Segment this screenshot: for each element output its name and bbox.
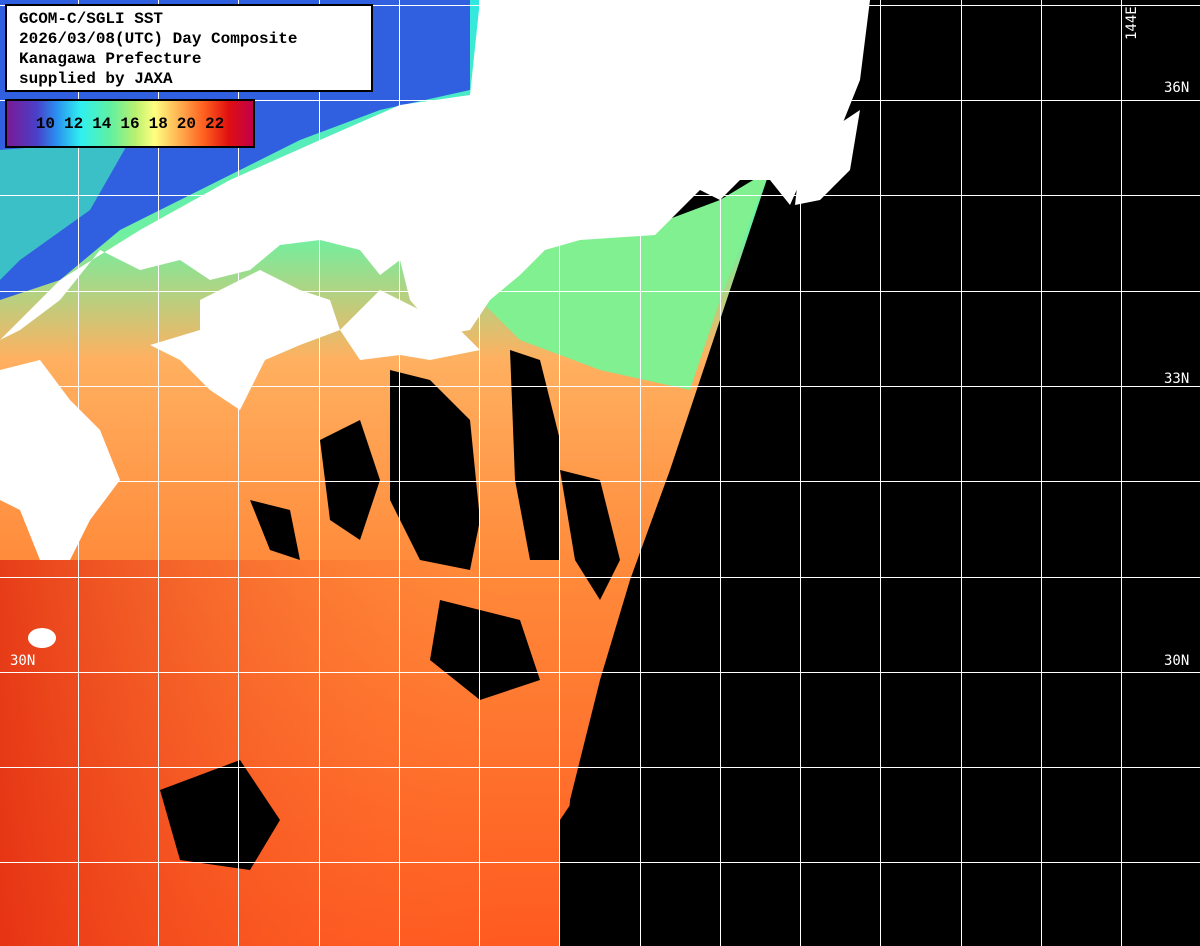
title-box: GCOM-C/SGLI SST 2026/03/08(UTC) Day Comp… <box>5 4 373 92</box>
legend-tick: 18 <box>148 114 168 133</box>
lat-label-33n: 33N <box>1164 371 1190 387</box>
inland-sea-teal <box>0 140 130 280</box>
legend-tick: 12 <box>63 114 84 133</box>
land-honshu <box>0 0 870 340</box>
cloud-mask <box>160 350 750 946</box>
lat-label-36n: 36N <box>1164 80 1190 96</box>
lon-label-136e: 136E <box>482 6 498 40</box>
warm-current <box>0 560 500 946</box>
land-kyushu <box>0 360 120 560</box>
lat-label-30n-left: 30N <box>10 653 36 669</box>
lat-label-30n: 30N <box>1164 653 1190 669</box>
lon-label-144e: 144E <box>1124 6 1140 40</box>
date-line: 2026/03/08(UTC) Day Composite <box>19 30 298 48</box>
legend-tick: 16 <box>120 114 140 133</box>
land-boso <box>795 110 860 205</box>
coastal-green <box>480 170 770 390</box>
lat-label-33n-left: 33N <box>10 371 36 387</box>
land-shikoku <box>150 270 340 410</box>
title-line: GCOM-C/SGLI SST <box>19 10 164 28</box>
land-island <box>28 628 56 648</box>
legend-tick: 22 <box>205 114 225 133</box>
land-kii <box>340 290 480 360</box>
color-scale-legend: 10 12 14 16 18 20 22 <box>5 99 255 148</box>
region-line: Kanagawa Prefecture <box>19 50 202 68</box>
legend-tick: 14 <box>92 114 112 133</box>
credit-line: supplied by JAXA <box>19 70 173 88</box>
legend-tick: 10 <box>35 114 55 133</box>
legend-tick: 20 <box>176 114 196 133</box>
land <box>0 0 870 648</box>
